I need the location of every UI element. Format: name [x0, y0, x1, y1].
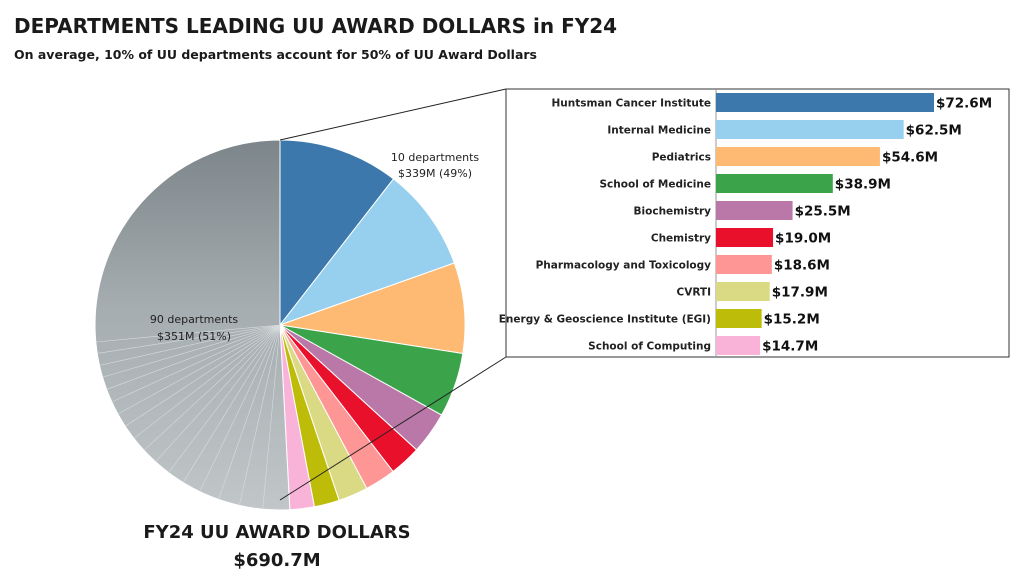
pie-subdivision-line	[168, 324, 281, 473]
pie-slice-1	[279, 139, 395, 327]
top-callout-line1: 10 departments	[391, 151, 480, 164]
bar-value-4: $38.9M	[835, 177, 891, 193]
bar-label-7: Pharmacology and Toxicology	[536, 260, 712, 272]
pie-subdivision-line	[117, 324, 281, 415]
pie-subdivision-line	[125, 324, 281, 427]
bar-8	[716, 282, 770, 301]
pie-subdivision-line	[102, 324, 281, 378]
bar-value-6: $19.0M	[775, 231, 831, 247]
pie-slice-2	[278, 178, 455, 327]
bar-label-4: School of Medicine	[600, 179, 712, 191]
total-label: FY24 UU AWARD DOLLARS	[143, 522, 410, 543]
top-callout-line2: $339M (49%)	[398, 167, 472, 180]
pie-subdivision-line	[111, 324, 281, 403]
total-value: $690.7M	[233, 550, 320, 571]
bar-9	[716, 309, 762, 328]
pie-subdivision-line	[155, 324, 281, 463]
bar-label-10: School of Computing	[588, 341, 711, 353]
pie-subdivision-line	[262, 324, 281, 510]
pie-subdivision-line	[95, 324, 281, 343]
pie-subdivision-line	[239, 324, 281, 506]
pie-slice-3	[279, 262, 466, 355]
bar-label-6: Chemistry	[651, 233, 711, 245]
bar-value-1: $72.6M	[936, 96, 992, 112]
pie-subdivision-line	[99, 324, 281, 366]
bar-value-8: $17.9M	[772, 285, 828, 301]
pie-subdivision-line	[97, 324, 281, 354]
pie-slice-other-departments	[94, 139, 291, 511]
bar-value-7: $18.6M	[774, 258, 830, 274]
bar-2	[716, 120, 904, 139]
chart-title: DEPARTMENTS LEADING UU AWARD DOLLARS in …	[14, 14, 618, 38]
chart-subtitle: On average, 10% of UU departments accoun…	[14, 47, 537, 62]
bar-3	[716, 147, 880, 166]
bar-value-3: $54.6M	[882, 150, 938, 166]
bar-4	[716, 174, 833, 193]
connector-line-top	[279, 88, 507, 141]
bar-label-9: Energy & Geoscience Institute (EGI)	[499, 314, 711, 326]
rest-callout-line2: $351M (51%)	[157, 330, 231, 343]
bar-6	[716, 228, 774, 247]
pie-subdivision-line	[133, 324, 281, 439]
pie-subdivision-line	[182, 324, 281, 483]
bar-label-2: Internal Medicine	[607, 125, 711, 137]
breakout-bar-chart: Huntsman Cancer Institute $72.6M Internal …	[499, 93, 992, 355]
bar-value-2: $62.5M	[906, 123, 962, 139]
bar-1	[716, 93, 934, 112]
connector-line-bottom	[279, 356, 507, 501]
bar-5	[716, 201, 793, 220]
bar-value-5: $25.5M	[795, 204, 851, 220]
bar-label-3: Pediatrics	[652, 152, 711, 164]
bar-value-10: $14.7M	[762, 339, 818, 355]
pie-subdivision-line	[218, 324, 281, 500]
pie-subdivision-line	[143, 324, 281, 451]
bar-label-5: Biochemistry	[634, 206, 712, 218]
pie-subdivision-line	[106, 324, 281, 390]
bar-value-9: $15.2M	[764, 312, 820, 328]
bar-7	[716, 255, 772, 274]
pie-subdivision-line	[199, 324, 281, 492]
pie-chart	[94, 139, 466, 511]
rest-callout-line1: 90 departments	[150, 313, 239, 326]
bar-10	[716, 336, 761, 355]
bar-label-8: CVRTI	[676, 287, 711, 299]
bar-label-1: Huntsman Cancer Institute	[552, 98, 712, 110]
